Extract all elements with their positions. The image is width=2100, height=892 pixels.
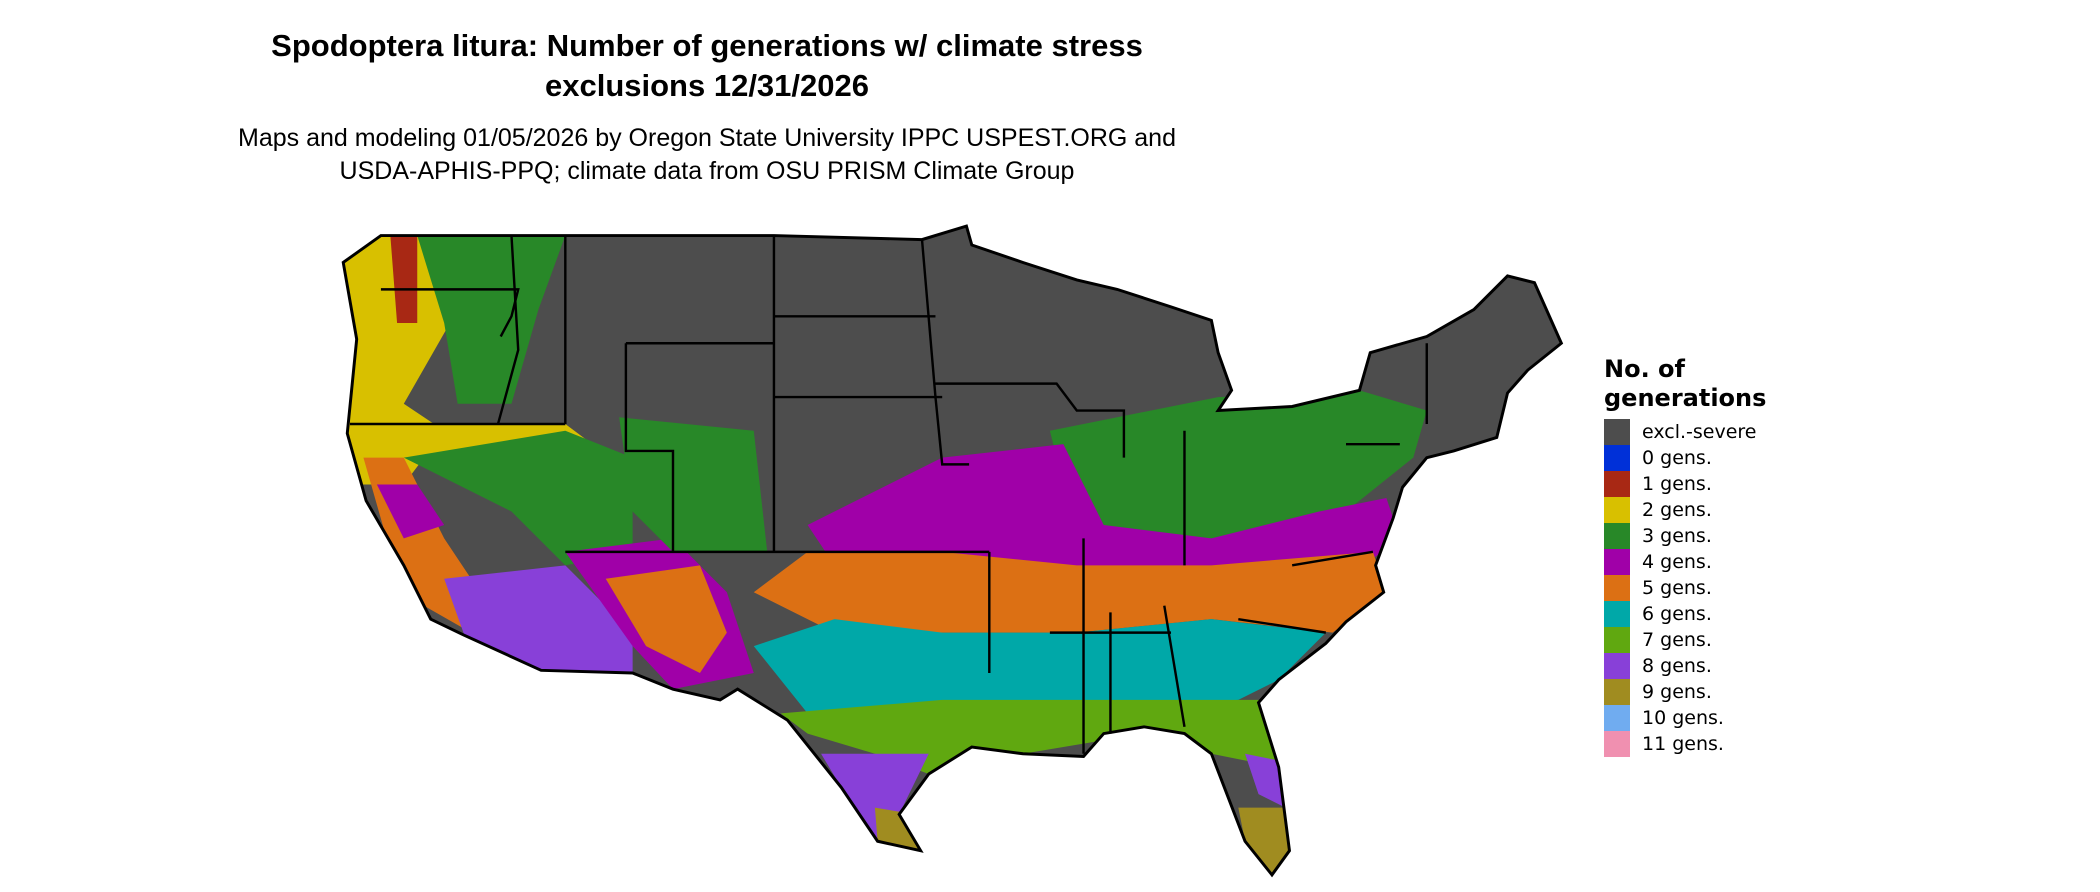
state-border: [1238, 617, 1326, 634]
region-4-gens-ca: [376, 484, 445, 539]
region-3-gens-great-basin: [403, 430, 633, 566]
state-border: [920, 239, 970, 466]
legend-swatch: [1604, 419, 1630, 445]
state-border: [624, 343, 675, 552]
legend-swatch: [1604, 523, 1630, 549]
legend-swatch: [1604, 471, 1630, 497]
legend-title-line2: generations: [1604, 384, 1767, 412]
legend-label: 8 gens.: [1642, 655, 1712, 677]
region-4-gens: [807, 444, 1400, 579]
region-3-gens-east: [1049, 390, 1427, 566]
region-8-gens-fl: [1245, 753, 1286, 808]
legend-item: 0 gens.: [1604, 445, 1766, 471]
region-1-gens: [390, 235, 418, 324]
legend-item: 10 gens.: [1604, 705, 1766, 731]
legend-label: 10 gens.: [1642, 707, 1724, 729]
legend-label: 1 gens.: [1642, 473, 1712, 495]
legend-label: excl.-severe: [1642, 421, 1757, 443]
legend-swatch: [1604, 653, 1630, 679]
legend-title-line1: No. of: [1604, 355, 1685, 383]
state-border: [496, 235, 520, 425]
legend-label: 11 gens.: [1642, 733, 1724, 755]
legend-swatch: [1604, 575, 1630, 601]
legend-item: excl.-severe: [1604, 419, 1766, 445]
legend-item: 7 gens.: [1604, 627, 1766, 653]
map-title-line2: exclusions 12/31/2026: [544, 68, 869, 103]
map-subtitle-line1: Maps and modeling 01/05/2026 by Oregon S…: [238, 124, 1176, 152]
legend-item: 1 gens.: [1604, 471, 1766, 497]
legend-label: 3 gens.: [1642, 525, 1712, 547]
legend-swatch: [1604, 601, 1630, 627]
legend-item: 6 gens.: [1604, 601, 1766, 627]
legend-swatch: [1604, 445, 1630, 471]
legend-swatch: [1604, 627, 1630, 653]
legend-swatch: [1604, 731, 1630, 757]
legend-item: 5 gens.: [1604, 575, 1766, 601]
legend-swatch: [1604, 705, 1630, 731]
legend-item: 4 gens.: [1604, 549, 1766, 575]
legend-item: 9 gens.: [1604, 679, 1766, 705]
legend-label: 0 gens.: [1642, 447, 1712, 469]
legend-swatch: [1604, 497, 1630, 523]
legend-item: 2 gens.: [1604, 497, 1766, 523]
legend-swatch: [1604, 679, 1630, 705]
region-5-gens-nm: [605, 565, 727, 673]
region-2-gens: [343, 228, 458, 485]
state-border: [1291, 550, 1374, 567]
region-9-gens-fl: [1238, 807, 1290, 875]
legend: No. of generations excl.-severe 0 gens. 1 …: [1604, 355, 1766, 757]
region-6-gens: [753, 619, 1326, 714]
legend-label: 2 gens.: [1642, 499, 1712, 521]
legend-swatch: [1604, 549, 1630, 575]
legend-label: 4 gens.: [1642, 551, 1712, 573]
region-3-gens-nw: [417, 235, 566, 404]
map-subtitle-line2: USDA-APHIS-PPQ; climate data from OSU PR…: [339, 157, 1075, 185]
legend-item: 3 gens.: [1604, 523, 1766, 549]
legend-label: 7 gens.: [1642, 629, 1712, 651]
state-border: [1163, 605, 1186, 728]
legend-label: 9 gens.: [1642, 681, 1712, 703]
legend-item: 8 gens.: [1604, 653, 1766, 679]
map-title-line1: Spodoptera litura: Number of generations…: [271, 28, 1143, 63]
legend-title: No. of generations: [1604, 355, 1766, 413]
legend-label: 6 gens.: [1642, 603, 1712, 625]
legend-item: 11 gens.: [1604, 731, 1766, 757]
region-5-gens: [753, 551, 1387, 633]
state-border: [935, 382, 1126, 458]
legend-label: 5 gens.: [1642, 577, 1712, 599]
